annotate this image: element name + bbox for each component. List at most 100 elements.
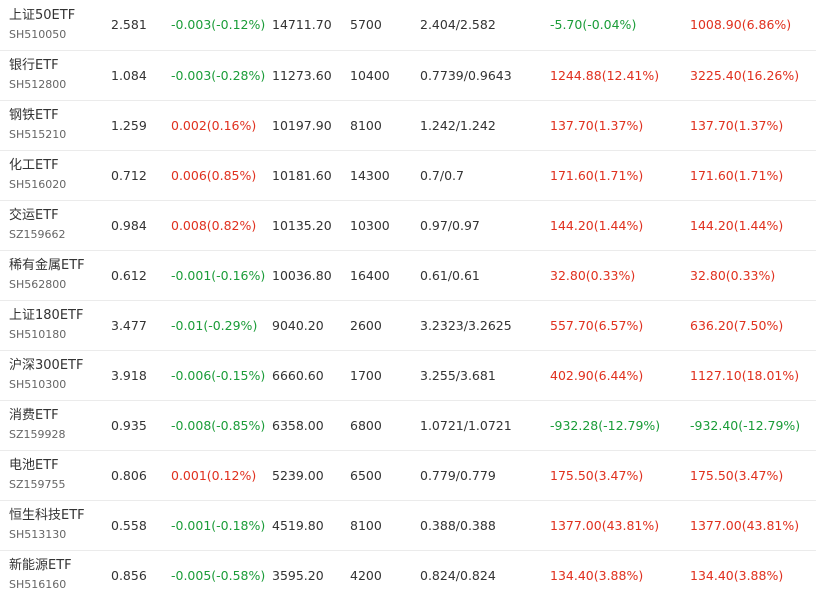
- fund-code: SH515210: [9, 128, 67, 141]
- profit-loss-cell: 1377.00(43.81%): [550, 500, 690, 551]
- table-row[interactable]: 上证180ETF SH510180 3.477 -0.01(-0.29%) 9040.2…: [0, 300, 816, 351]
- profit-loss-cell: 1244.88(12.41%): [550, 50, 690, 101]
- cost-range-cell: 0.61/0.61: [420, 250, 550, 301]
- total-profit-cell: -932.40(-12.79%): [690, 400, 816, 451]
- fund-code: SH510050: [9, 27, 67, 41]
- fund-code: SH510300: [9, 378, 67, 391]
- fund-code: SH562800: [9, 278, 67, 291]
- price-cell: 1.259: [111, 100, 171, 151]
- table-row[interactable]: 新能源ETF SH516160 0.856 -0.005(-0.58%) 3595.20…: [0, 550, 816, 600]
- total-profit-cell: 137.70(1.37%): [690, 100, 816, 151]
- change-cell: 0.006(0.85%): [171, 150, 272, 201]
- amount-cell: 3595.20: [272, 567, 324, 583]
- total-profit-cell: 1127.10(18.01%): [690, 350, 816, 401]
- volume-cell: 6800: [350, 400, 420, 451]
- fund-name-cell: 银行ETF SH512800: [0, 50, 111, 101]
- price-cell: 0.806: [111, 450, 171, 501]
- table-row[interactable]: 消费ETF SZ159928 0.935 -0.008(-0.85%) 6358.00 6…: [0, 400, 816, 451]
- fund-name-cell: 消费ETF SZ159928: [0, 400, 111, 451]
- fund-name-cell: 钢铁ETF SH515210: [0, 100, 111, 151]
- price-cell: 0.612: [111, 250, 171, 301]
- cost-range-cell: 0.7739/0.9643: [420, 50, 550, 101]
- fund-name[interactable]: 新能源ETF: [9, 558, 72, 574]
- amount-cell: 11273.60: [272, 50, 350, 101]
- amount-cell: 14711.70: [272, 0, 350, 51]
- profit-loss-cell: 171.60(1.71%): [550, 150, 690, 201]
- table-row[interactable]: 交运ETF SZ159662 0.984 0.008(0.82%) 10135.20 10…: [0, 200, 816, 251]
- cost-range-cell: 2.404/2.582: [420, 0, 550, 51]
- total-profit-cell: 144.20(1.44%): [690, 200, 816, 251]
- change-cell: -0.01(-0.29%): [171, 300, 272, 351]
- cost-range-cell: 3.2323/3.2625: [420, 300, 550, 351]
- price-cell: 3.477: [111, 300, 171, 351]
- price-cell: 0.558: [111, 500, 171, 551]
- table-row[interactable]: 电池ETF SZ159755 0.806 0.001(0.12%) 5239.00 650…: [0, 450, 816, 501]
- volume-cell: 16400: [350, 250, 420, 301]
- amount-cell: 10135.20: [272, 200, 350, 251]
- table-row[interactable]: 银行ETF SH512800 1.084 -0.003(-0.28%) 11273.60…: [0, 50, 816, 101]
- profit-loss-cell: 557.70(6.57%): [550, 300, 690, 351]
- volume-cell: 5700: [350, 0, 420, 51]
- change-cell: -0.003(-0.12%): [171, 0, 272, 51]
- fund-name-cell: 上证50ETF SH510050: [0, 0, 111, 51]
- price-cell: 0.712: [111, 150, 171, 201]
- fund-code: SZ159662: [9, 228, 66, 241]
- fund-name[interactable]: 沪深300ETF: [9, 358, 84, 373]
- fund-name[interactable]: 上证180ETF: [9, 308, 84, 323]
- cost-range-cell: 0.779/0.779: [420, 450, 550, 501]
- table-row[interactable]: 上证50ETF SH510050 2.581 -0.003(-0.12%) 14711.…: [0, 0, 816, 51]
- change-cell: -0.001(-0.16%): [171, 250, 272, 301]
- total-profit-cell: 636.20(7.50%): [690, 300, 816, 351]
- fund-name[interactable]: 化工ETF: [9, 158, 59, 173]
- fund-name-cell: 稀有金属ETF SH562800: [0, 250, 111, 301]
- cost-range-cell: 0.824/0.824: [420, 567, 496, 583]
- fund-code: SH516160: [9, 578, 67, 592]
- profit-loss-cell: 134.40(3.88%): [550, 567, 644, 583]
- fund-name-cell: 交运ETF SZ159662: [0, 200, 111, 251]
- change-cell: 0.002(0.16%): [171, 100, 272, 151]
- fund-name[interactable]: 银行ETF: [9, 58, 59, 73]
- cost-range-cell: 0.388/0.388: [420, 500, 550, 551]
- fund-name-cell: 上证180ETF SH510180: [0, 300, 111, 351]
- volume-cell: 10300: [350, 200, 420, 251]
- amount-cell: 10197.90: [272, 100, 350, 151]
- amount-cell: 10181.60: [272, 150, 350, 201]
- change-cell: -0.001(-0.18%): [171, 500, 272, 551]
- price-cell: 3.918: [111, 350, 171, 401]
- table-row[interactable]: 化工ETF SH516020 0.712 0.006(0.85%) 10181.60 14…: [0, 150, 816, 201]
- fund-name[interactable]: 钢铁ETF: [9, 108, 59, 123]
- fund-name[interactable]: 稀有金属ETF: [9, 258, 85, 273]
- change-cell: -0.003(-0.28%): [171, 50, 272, 101]
- amount-cell: 5239.00: [272, 450, 350, 501]
- fund-name-cell: 恒生科技ETF SH513130: [0, 500, 111, 551]
- table-row[interactable]: 稀有金属ETF SH562800 0.612 -0.001(-0.16%) 10036.…: [0, 250, 816, 301]
- fund-name[interactable]: 恒生科技ETF: [9, 508, 85, 523]
- volume-cell: 1700: [350, 350, 420, 401]
- cost-range-cell: 1.0721/1.0721: [420, 400, 550, 451]
- fund-code: SZ159755: [9, 478, 66, 491]
- change-cell: 0.001(0.12%): [171, 450, 272, 501]
- volume-cell: 8100: [350, 500, 420, 551]
- fund-name[interactable]: 交运ETF: [9, 208, 59, 223]
- fund-name[interactable]: 上证50ETF: [9, 7, 76, 23]
- table-row[interactable]: 恒生科技ETF SH513130 0.558 -0.001(-0.18%) 4519.8…: [0, 500, 816, 551]
- fund-code: SZ159928: [9, 428, 66, 441]
- profit-loss-cell: 32.80(0.33%): [550, 250, 690, 301]
- price-cell: 2.581: [111, 0, 171, 51]
- profit-loss-cell: -5.70(-0.04%): [550, 0, 690, 51]
- profit-loss-cell: -932.28(-12.79%): [550, 400, 690, 451]
- table-row[interactable]: 沪深300ETF SH510300 3.918 -0.006(-0.15%) 6660.…: [0, 350, 816, 401]
- change-cell: 0.008(0.82%): [171, 200, 272, 251]
- cost-range-cell: 3.255/3.681: [420, 350, 550, 401]
- volume-cell: 2600: [350, 300, 420, 351]
- table-row[interactable]: 钢铁ETF SH515210 1.259 0.002(0.16%) 10197.90 81…: [0, 100, 816, 151]
- total-profit-cell: 175.50(3.47%): [690, 450, 816, 501]
- profit-loss-cell: 137.70(1.37%): [550, 100, 690, 151]
- volume-cell: 8100: [350, 100, 420, 151]
- fund-name[interactable]: 电池ETF: [9, 458, 59, 473]
- fund-name[interactable]: 消费ETF: [9, 408, 59, 423]
- total-profit-cell: 134.40(3.88%): [690, 567, 784, 583]
- cost-range-cell: 1.242/1.242: [420, 100, 550, 151]
- total-profit-cell: 32.80(0.33%): [690, 250, 816, 301]
